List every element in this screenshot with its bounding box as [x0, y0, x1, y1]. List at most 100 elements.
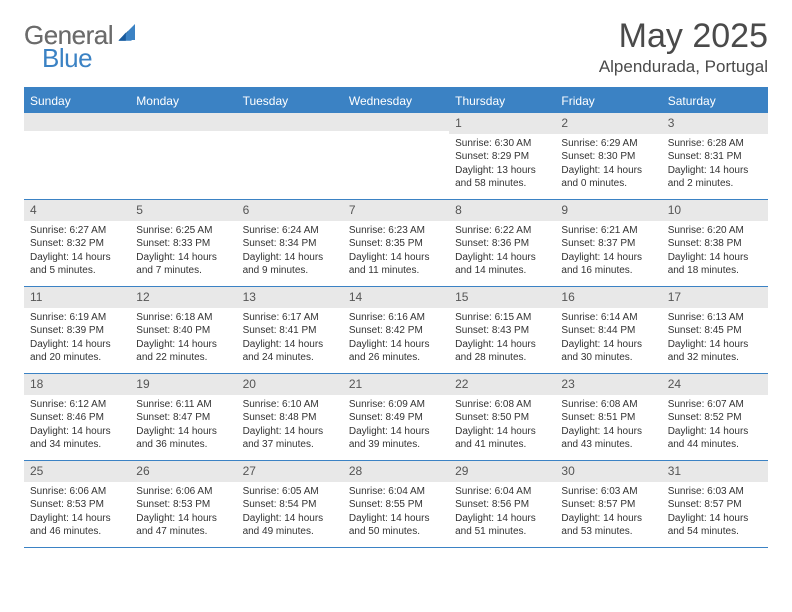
day-cell: 21Sunrise: 6:09 AMSunset: 8:49 PMDayligh… [343, 374, 449, 460]
day-cell: 24Sunrise: 6:07 AMSunset: 8:52 PMDayligh… [662, 374, 768, 460]
day-cell: 18Sunrise: 6:12 AMSunset: 8:46 PMDayligh… [24, 374, 130, 460]
sunset-text: Sunset: 8:51 PM [561, 411, 655, 425]
daylight-text: Daylight: 14 hours and 9 minutes. [243, 251, 337, 278]
sunset-text: Sunset: 8:29 PM [455, 150, 549, 164]
day-details: Sunrise: 6:15 AMSunset: 8:43 PMDaylight:… [449, 308, 555, 369]
sunrise-text: Sunrise: 6:04 AM [455, 485, 549, 499]
day-cell: 17Sunrise: 6:13 AMSunset: 8:45 PMDayligh… [662, 287, 768, 373]
day-number: 1 [449, 113, 555, 133]
weekday-sunday: Sunday [24, 89, 130, 113]
daylight-text: Daylight: 14 hours and 32 minutes. [668, 338, 762, 365]
day-number: 12 [130, 287, 236, 307]
day-details: Sunrise: 6:08 AMSunset: 8:51 PMDaylight:… [555, 395, 661, 456]
daylight-text: Daylight: 14 hours and 14 minutes. [455, 251, 549, 278]
daylight-text: Daylight: 14 hours and 39 minutes. [349, 425, 443, 452]
sunset-text: Sunset: 8:46 PM [30, 411, 124, 425]
sunrise-text: Sunrise: 6:03 AM [561, 485, 655, 499]
title-block: May 2025 Alpendurada, Portugal [599, 18, 768, 77]
day-details: Sunrise: 6:18 AMSunset: 8:40 PMDaylight:… [130, 308, 236, 369]
sunset-text: Sunset: 8:36 PM [455, 237, 549, 251]
day-cell [237, 113, 343, 199]
day-number: 13 [237, 287, 343, 307]
daylight-text: Daylight: 14 hours and 37 minutes. [243, 425, 337, 452]
daylight-text: Daylight: 14 hours and 5 minutes. [30, 251, 124, 278]
day-number: 24 [662, 374, 768, 394]
day-cell: 14Sunrise: 6:16 AMSunset: 8:42 PMDayligh… [343, 287, 449, 373]
day-cell: 10Sunrise: 6:20 AMSunset: 8:38 PMDayligh… [662, 200, 768, 286]
daylight-text: Daylight: 14 hours and 49 minutes. [243, 512, 337, 539]
sunrise-text: Sunrise: 6:11 AM [136, 398, 230, 412]
day-cell: 22Sunrise: 6:08 AMSunset: 8:50 PMDayligh… [449, 374, 555, 460]
sunrise-text: Sunrise: 6:14 AM [561, 311, 655, 325]
day-details: Sunrise: 6:29 AMSunset: 8:30 PMDaylight:… [555, 134, 661, 195]
sunrise-text: Sunrise: 6:08 AM [561, 398, 655, 412]
day-number: 5 [130, 200, 236, 220]
daylight-text: Daylight: 14 hours and 44 minutes. [668, 425, 762, 452]
sunset-text: Sunset: 8:38 PM [668, 237, 762, 251]
sunset-text: Sunset: 8:43 PM [455, 324, 549, 338]
day-cell: 13Sunrise: 6:17 AMSunset: 8:41 PMDayligh… [237, 287, 343, 373]
sunrise-text: Sunrise: 6:07 AM [668, 398, 762, 412]
sunset-text: Sunset: 8:42 PM [349, 324, 443, 338]
day-cell: 25Sunrise: 6:06 AMSunset: 8:53 PMDayligh… [24, 461, 130, 547]
weekday-saturday: Saturday [662, 89, 768, 113]
sunset-text: Sunset: 8:37 PM [561, 237, 655, 251]
sunrise-text: Sunrise: 6:10 AM [243, 398, 337, 412]
week-row: 11Sunrise: 6:19 AMSunset: 8:39 PMDayligh… [24, 287, 768, 374]
day-number: 7 [343, 200, 449, 220]
day-details: Sunrise: 6:17 AMSunset: 8:41 PMDaylight:… [237, 308, 343, 369]
sunset-text: Sunset: 8:50 PM [455, 411, 549, 425]
day-cell: 30Sunrise: 6:03 AMSunset: 8:57 PMDayligh… [555, 461, 661, 547]
day-cell [24, 113, 130, 199]
sunset-text: Sunset: 8:40 PM [136, 324, 230, 338]
sunset-text: Sunset: 8:31 PM [668, 150, 762, 164]
day-cell: 29Sunrise: 6:04 AMSunset: 8:56 PMDayligh… [449, 461, 555, 547]
day-cell: 5Sunrise: 6:25 AMSunset: 8:33 PMDaylight… [130, 200, 236, 286]
sunrise-text: Sunrise: 6:12 AM [30, 398, 124, 412]
sunrise-text: Sunrise: 6:23 AM [349, 224, 443, 238]
sunrise-text: Sunrise: 6:30 AM [455, 137, 549, 151]
day-number: 19 [130, 374, 236, 394]
day-number [343, 113, 449, 131]
day-number: 28 [343, 461, 449, 481]
sunrise-text: Sunrise: 6:19 AM [30, 311, 124, 325]
day-number: 4 [24, 200, 130, 220]
daylight-text: Daylight: 14 hours and 16 minutes. [561, 251, 655, 278]
day-details: Sunrise: 6:30 AMSunset: 8:29 PMDaylight:… [449, 134, 555, 195]
logo-sail-icon [115, 26, 135, 49]
sunrise-text: Sunrise: 6:13 AM [668, 311, 762, 325]
sunset-text: Sunset: 8:53 PM [136, 498, 230, 512]
daylight-text: Daylight: 14 hours and 50 minutes. [349, 512, 443, 539]
daylight-text: Daylight: 14 hours and 47 minutes. [136, 512, 230, 539]
daylight-text: Daylight: 14 hours and 43 minutes. [561, 425, 655, 452]
day-details: Sunrise: 6:05 AMSunset: 8:54 PMDaylight:… [237, 482, 343, 543]
calendar-table: Sunday Monday Tuesday Wednesday Thursday… [24, 87, 768, 548]
day-number: 18 [24, 374, 130, 394]
day-number [237, 113, 343, 131]
sunrise-text: Sunrise: 6:06 AM [136, 485, 230, 499]
sunrise-text: Sunrise: 6:06 AM [30, 485, 124, 499]
sunrise-text: Sunrise: 6:05 AM [243, 485, 337, 499]
sunset-text: Sunset: 8:53 PM [30, 498, 124, 512]
daylight-text: Daylight: 14 hours and 41 minutes. [455, 425, 549, 452]
day-cell: 6Sunrise: 6:24 AMSunset: 8:34 PMDaylight… [237, 200, 343, 286]
daylight-text: Daylight: 14 hours and 26 minutes. [349, 338, 443, 365]
day-cell: 1Sunrise: 6:30 AMSunset: 8:29 PMDaylight… [449, 113, 555, 199]
sunset-text: Sunset: 8:54 PM [243, 498, 337, 512]
weekday-thursday: Thursday [449, 89, 555, 113]
day-number: 22 [449, 374, 555, 394]
sunrise-text: Sunrise: 6:18 AM [136, 311, 230, 325]
day-number: 16 [555, 287, 661, 307]
day-cell: 3Sunrise: 6:28 AMSunset: 8:31 PMDaylight… [662, 113, 768, 199]
sunset-text: Sunset: 8:56 PM [455, 498, 549, 512]
day-details: Sunrise: 6:04 AMSunset: 8:56 PMDaylight:… [449, 482, 555, 543]
day-number: 2 [555, 113, 661, 133]
day-details: Sunrise: 6:10 AMSunset: 8:48 PMDaylight:… [237, 395, 343, 456]
day-cell: 7Sunrise: 6:23 AMSunset: 8:35 PMDaylight… [343, 200, 449, 286]
day-number: 8 [449, 200, 555, 220]
calendar-page: General May 2025 Alpendurada, Portugal G… [0, 0, 792, 566]
day-details: Sunrise: 6:07 AMSunset: 8:52 PMDaylight:… [662, 395, 768, 456]
day-cell: 19Sunrise: 6:11 AMSunset: 8:47 PMDayligh… [130, 374, 236, 460]
sunrise-text: Sunrise: 6:17 AM [243, 311, 337, 325]
day-cell: 2Sunrise: 6:29 AMSunset: 8:30 PMDaylight… [555, 113, 661, 199]
